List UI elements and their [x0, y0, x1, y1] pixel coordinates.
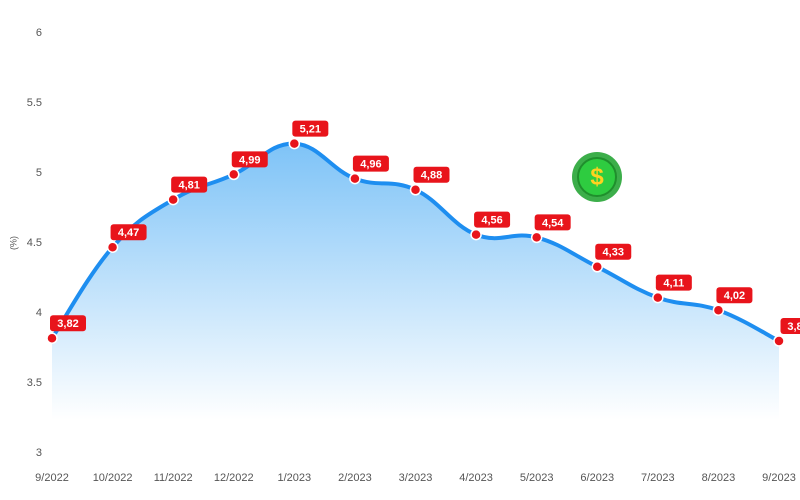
- y-tick-label: 5.5: [27, 97, 42, 109]
- value-label: 4,02: [716, 287, 753, 304]
- x-tick-label: 7/2023: [641, 472, 675, 484]
- value-label-text: 3,82: [57, 318, 78, 330]
- value-label: 4,47: [110, 224, 147, 241]
- point: [409, 184, 422, 196]
- value-label-text: 4,02: [724, 290, 745, 302]
- value-label-text: 4,99: [239, 154, 260, 166]
- value-label-box: [50, 315, 86, 332]
- value-label: 4,54: [534, 214, 571, 231]
- value-label-box: [413, 166, 450, 183]
- value-label-text: 4,47: [118, 227, 139, 239]
- value-label-box: [231, 151, 268, 168]
- point: [228, 168, 240, 181]
- value-label-text: 4,81: [178, 180, 199, 192]
- point: [591, 261, 603, 273]
- value-label-text: 4,11: [663, 278, 684, 290]
- value-label-text: 4,88: [421, 170, 442, 182]
- y-tick-label: 3.5: [27, 377, 42, 389]
- x-tick-label: 1/2023: [278, 472, 312, 484]
- value-label-text: 5,21: [300, 124, 321, 136]
- svg-text:$: $: [590, 163, 604, 190]
- area: [52, 143, 779, 420]
- value-label-box: [474, 211, 511, 228]
- x-tick-label: 10/2022: [93, 472, 133, 484]
- x-tick-label: 11/2022: [154, 472, 193, 484]
- x-tick-label: 4/2023: [459, 472, 493, 484]
- value-label: 3,8: [780, 318, 800, 334]
- value-label: 4,96: [352, 155, 389, 172]
- value-label-box: [171, 176, 208, 193]
- x-tick-label: 9/2022: [35, 472, 69, 484]
- value-label-text: 4,56: [481, 215, 502, 227]
- value-label-box: [352, 155, 389, 172]
- point: [288, 137, 301, 150]
- y-tick-label: 5: [36, 167, 42, 179]
- x-tick-label: 6/2023: [580, 472, 614, 484]
- x-tick-label: 12/2022: [214, 472, 254, 484]
- x-tick-label: 2/2023: [338, 472, 372, 484]
- value-label-box: [595, 243, 632, 260]
- value-label: 4,11: [655, 274, 692, 291]
- value-label-box: [655, 274, 692, 291]
- point: [712, 304, 725, 316]
- x-tick-label: 3/2023: [399, 472, 433, 484]
- point: [349, 172, 361, 185]
- value-label: 4,81: [171, 176, 208, 193]
- value-label-text: 3,8: [787, 321, 800, 333]
- value-label-text: 4,54: [542, 217, 564, 229]
- point: [106, 241, 119, 253]
- y-tick-label: 4.5: [27, 237, 42, 249]
- value-label: 5,21: [292, 120, 329, 137]
- point: [652, 291, 664, 304]
- value-label-box: [110, 224, 147, 241]
- point: [470, 228, 482, 241]
- value-label: 4,33: [595, 243, 632, 260]
- y-tick-label: 3: [36, 447, 42, 459]
- x-tick-label: 9/2023: [762, 472, 796, 484]
- point: [773, 335, 785, 347]
- dollar-icon: $: [572, 152, 622, 202]
- y-axis-label: (%): [8, 236, 18, 250]
- value-label: 4,56: [474, 211, 511, 228]
- point: [46, 332, 58, 344]
- point: [530, 231, 543, 244]
- value-label-box: [534, 214, 571, 231]
- value-label-text: 4,33: [603, 247, 624, 259]
- y-tick-label: 6: [36, 27, 42, 39]
- value-label-box: [292, 120, 329, 137]
- value-label-box: [716, 287, 753, 304]
- x-tick-label: 5/2023: [520, 472, 554, 484]
- value-label: 4,99: [231, 151, 268, 168]
- value-label-text: 4,96: [360, 159, 381, 171]
- value-label-box: [780, 318, 800, 334]
- value-label: 3,82: [50, 315, 86, 332]
- y-tick-label: 4: [36, 307, 42, 319]
- value-label: 4,88: [413, 166, 450, 183]
- point: [167, 193, 179, 206]
- x-tick-label: 8/2023: [702, 472, 736, 484]
